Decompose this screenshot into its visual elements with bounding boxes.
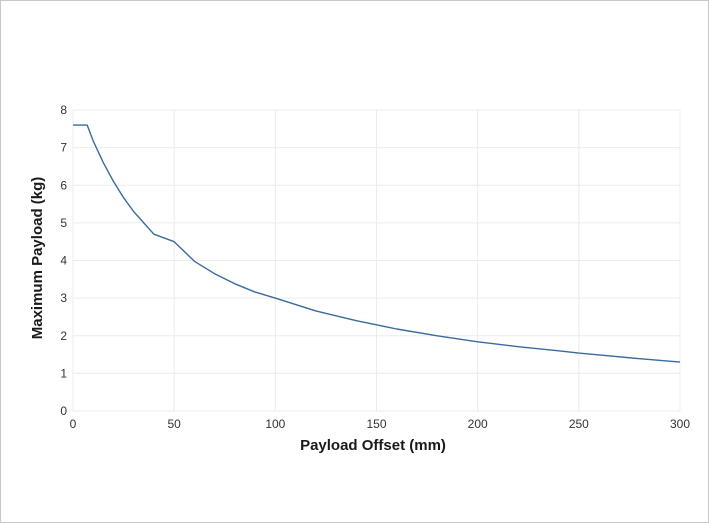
y-tick-label: 2 [60, 329, 67, 343]
x-tick-label: 0 [70, 417, 77, 431]
x-tick-label: 50 [167, 417, 181, 431]
y-tick-label: 1 [60, 366, 67, 380]
y-axis-title: Maximum Payload (kg) [29, 177, 46, 340]
y-tick-label: 3 [60, 291, 67, 305]
x-tick-label: 250 [569, 417, 589, 431]
x-tick-label: 150 [366, 417, 386, 431]
x-tick-label: 200 [468, 417, 488, 431]
x-axis-ticks: 0 50 100 150 200 250 300 [70, 417, 691, 431]
y-tick-label: 5 [60, 216, 67, 230]
x-tick-label: 100 [265, 417, 285, 431]
series-line [73, 124, 681, 363]
grid-lines [72, 109, 681, 412]
x-axis-title: Payload Offset (mm) [300, 437, 446, 454]
y-tick-label: 0 [60, 404, 67, 418]
y-tick-label: 6 [60, 178, 67, 192]
y-tick-label: 4 [60, 254, 67, 268]
y-tick-label: 8 [60, 103, 67, 117]
series-group [73, 124, 681, 363]
y-tick-label: 7 [60, 141, 67, 155]
x-tick-label: 300 [670, 417, 690, 431]
y-axis-ticks: 0 1 2 3 4 5 6 7 8 [60, 103, 67, 418]
